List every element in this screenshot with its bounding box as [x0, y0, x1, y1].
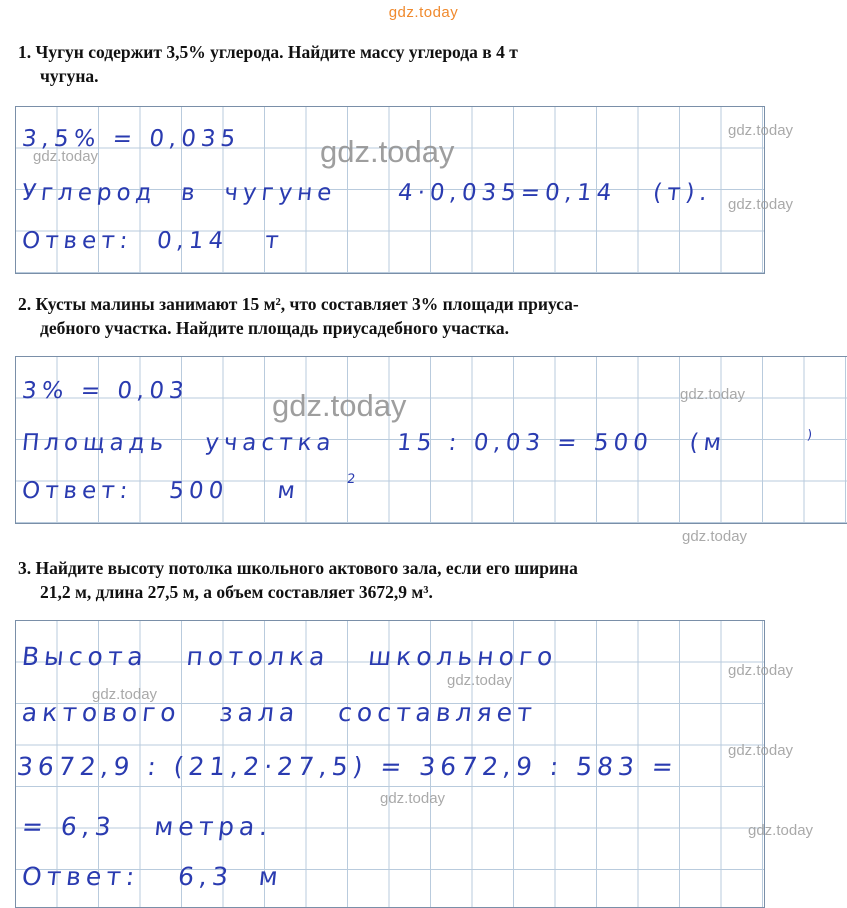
solution-3-line-3: 3672,9 : (21,2·27,5) = 3672,9 : 583 =: [15, 752, 680, 781]
watermark-top: gdz.today: [388, 4, 459, 21]
task-2-line2: дебного участка. Найдите площадь приусад…: [40, 318, 510, 338]
watermark-2b: gdz.today: [680, 386, 746, 403]
watermark-1b: gdz.today: [320, 134, 455, 169]
solution-3-line-5: Ответ: 6,3 м: [20, 862, 285, 891]
watermark-3d: gdz.today: [728, 742, 794, 759]
solution-2-line-2: Площадь участка 15 : 0,03 = 500 (м: [20, 430, 728, 456]
solution-1-line-3: Ответ: 0,14 т: [20, 228, 285, 254]
grid-block-3: [15, 620, 765, 908]
solution-1-line-2: Углерод в чугуне 4·0,035=0,14 (т).: [20, 180, 714, 206]
solution-3-line-1: Высота потолка школьного: [20, 642, 559, 671]
task-1-text: 1. Чугун содержит 3,5% углерода. Найдите…: [18, 40, 828, 88]
solution-2-line-1: 3% = 0,03: [20, 378, 190, 404]
grid-block-1: [15, 106, 765, 274]
solution-3-line-4: = 6,3 метра.: [20, 812, 274, 841]
watermark-1d: gdz.today: [728, 196, 794, 213]
watermark-3b: gdz.today: [92, 686, 158, 703]
task-3-line2: 21,2 м, длина 27,5 м, а объем составляет…: [40, 582, 433, 602]
watermark-3c: gdz.today: [447, 672, 513, 689]
task-1-line1: Чугун содержит 3,5% углерода. Найдите ма…: [35, 42, 518, 62]
watermark-3f: gdz.today: [748, 822, 814, 839]
task-2-number: 2.: [18, 294, 32, 314]
task-3-line1: Найдите высоту потолка школьного актовог…: [35, 558, 578, 578]
watermark-3e: gdz.today: [380, 790, 446, 807]
task-3-number: 3.: [18, 558, 32, 578]
watermark-1a: gdz.today: [33, 148, 99, 165]
watermark-1c: gdz.today: [728, 122, 794, 139]
task-1-number: 1.: [18, 42, 32, 62]
solution-2-line-3-sup: 2: [346, 472, 357, 487]
task-2-text: 2. Кусты малины занимают 15 м², что сост…: [18, 292, 828, 340]
task-3-text: 3. Найдите высоту потолка школьного акто…: [18, 556, 828, 604]
task-2-line1: Кусты малины занимают 15 м², что составл…: [35, 294, 579, 314]
watermark-2c: gdz.today: [682, 528, 748, 545]
watermark-3a: gdz.today: [728, 662, 794, 679]
grid-block-2: [15, 356, 847, 524]
solution-2-line-3: Ответ: 500 м: [20, 478, 302, 504]
watermark-2a: gdz.today: [272, 388, 407, 423]
task-1-line2: чугуна.: [40, 66, 99, 86]
